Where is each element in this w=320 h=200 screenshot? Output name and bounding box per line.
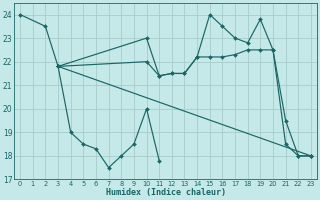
- X-axis label: Humidex (Indice chaleur): Humidex (Indice chaleur): [106, 188, 226, 197]
